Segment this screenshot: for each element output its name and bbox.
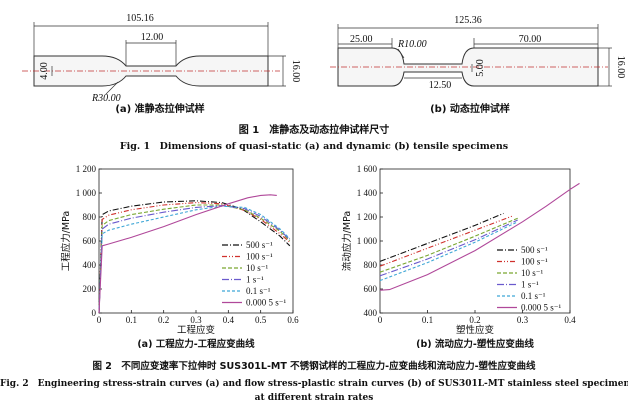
series-line [379, 212, 504, 262]
x-tick-label: 0 [378, 315, 383, 325]
figure1-caption-en: Fig. 1 Dimensions of quasi-static (a) an… [119, 141, 509, 152]
specimen-b-dim-grip: 25.00 [350, 34, 373, 45]
y-tick-label: 1 000 [357, 236, 378, 246]
y-tick-label: 800 [83, 212, 97, 222]
x-tick-label: 0.4 [223, 315, 235, 325]
series-line [98, 205, 291, 314]
figure2-caption-cn: 图 2 不同应变速率下拉伸时 SUS301L-MT 不锈钢试样的工程应力-应变曲… [92, 361, 536, 372]
x-tick-label: 0 [97, 315, 102, 325]
x-axis-label: 塑性应变 [456, 324, 495, 336]
x-tick-label: 0.6 [287, 315, 299, 325]
legend-label: 0.000 5 s⁻¹ [246, 298, 287, 308]
y-tick-label: 800 [364, 260, 378, 270]
chart-flow-stress-plastic-strain: 400 600 800 1 000 1 200 1 400 1 600 0 0.1 0.2 0.3 0… [341, 164, 580, 348]
y-tick-label: 400 [364, 308, 378, 318]
y-axis-label: 流动应力/MPa [341, 211, 353, 272]
specimen-a-dim-width: 16.00 [290, 60, 301, 83]
specimen-drawings: 105.16 12.00 16.00 4.00 R30.00 125.36 25… [22, 13, 626, 104]
series-line [98, 204, 291, 314]
figure2-caption-en-1: Fig. 2 Engineering stress-strain curves … [0, 379, 628, 389]
x-axis-label: 工程应变 [177, 324, 216, 336]
x-tick-label: 0.1 [422, 315, 433, 325]
legend-label: 10 s⁻¹ [246, 263, 269, 273]
figure1-caption-cn: 图 1 准静态及动态拉伸试样尺寸 [238, 125, 390, 136]
specimen-b-dim-width: 16.00 [615, 56, 626, 79]
y-tick-label: 1 000 [76, 188, 97, 198]
legend-label: 0.000 5 s⁻¹ [521, 303, 562, 313]
chart-subtitle: (a) 工程应力-工程应变曲线 [137, 338, 255, 348]
specimen-a-caption: (a) 准静态拉伸试样 [115, 104, 205, 115]
specimen-b-drawing [330, 24, 612, 87]
chart-subtitle: (b) 流动应力-塑性应变曲线 [416, 338, 534, 348]
y-tick-label: 1 200 [357, 212, 378, 222]
legend-label: 500 s⁻¹ [246, 240, 273, 250]
specimen-b-dim-gauge: 12.50 [429, 80, 452, 91]
legend-label: 0.1 s⁻¹ [246, 286, 271, 296]
legend-label: 0.1 s⁻¹ [521, 291, 546, 301]
x-tick-label: 0.3 [190, 315, 202, 325]
y-tick-label: 1 200 [76, 164, 97, 174]
y-tick-label: 1 600 [357, 164, 378, 174]
series-line [98, 205, 291, 314]
specimen-a-dim-radius: R30.00 [91, 93, 121, 104]
specimen-b-dim-inner: 70.00 [519, 34, 542, 45]
specimen-b-dim-total: 125.36 [454, 15, 482, 26]
specimen-a-dim-total: 105.16 [126, 13, 154, 24]
x-tick-label: 0.2 [158, 315, 169, 325]
series-line [379, 182, 580, 291]
specimen-a-drawing [22, 22, 286, 95]
y-axis-label: 工程应力/MPa [60, 211, 72, 272]
figure2-caption-en-2: at different strain rates [254, 393, 374, 403]
specimen-b-caption: (b) 动态拉伸试样 [430, 104, 510, 115]
legend-label: 500 s⁻¹ [521, 245, 548, 255]
legend-label: 1 s⁻¹ [246, 275, 264, 285]
x-tick-label: 0.3 [517, 315, 529, 325]
legend-label: 10 s⁻¹ [521, 268, 544, 278]
series-line [98, 194, 277, 314]
legend-label: 1 s⁻¹ [521, 280, 539, 290]
y-tick-label: 200 [83, 284, 97, 294]
x-tick-label: 0.4 [564, 315, 576, 325]
series-line [379, 215, 514, 267]
y-tick-label: 400 [83, 260, 97, 270]
chart-engineering-stress-strain: 0 200 400 600 800 1 000 1 200 0 0.1 0.2 0.3 0.4 0.5 0… [60, 164, 299, 348]
y-tick-label: 600 [83, 236, 97, 246]
legend-label: 100 s⁻¹ [246, 252, 273, 262]
series-line [98, 202, 291, 314]
y-tick-label: 1 400 [357, 188, 378, 198]
specimen-b-dim-radius: R10.00 [397, 39, 427, 50]
series-line [98, 200, 291, 314]
series-line [379, 219, 518, 277]
y-tick-label: 0 [92, 308, 97, 318]
specimen-b-dim-neck: 5.00 [475, 59, 486, 77]
x-tick-label: 0.2 [469, 315, 480, 325]
series-line [379, 221, 518, 282]
y-tick-label: 600 [364, 284, 378, 294]
legend-label: 100 s⁻¹ [521, 257, 548, 267]
x-tick-label: 0.5 [255, 315, 267, 325]
series-line [379, 217, 518, 273]
specimen-a-dim-neck: 4.00 [39, 62, 50, 80]
specimen-a-dim-gauge: 12.00 [141, 32, 164, 43]
x-tick-label: 0.1 [126, 315, 137, 325]
